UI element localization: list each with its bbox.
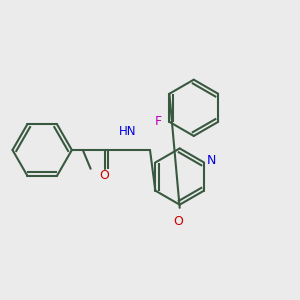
Text: F: F [154,116,162,128]
Text: HN: HN [119,125,137,138]
Text: N: N [207,154,217,167]
Text: O: O [173,215,183,228]
Text: O: O [100,169,110,182]
